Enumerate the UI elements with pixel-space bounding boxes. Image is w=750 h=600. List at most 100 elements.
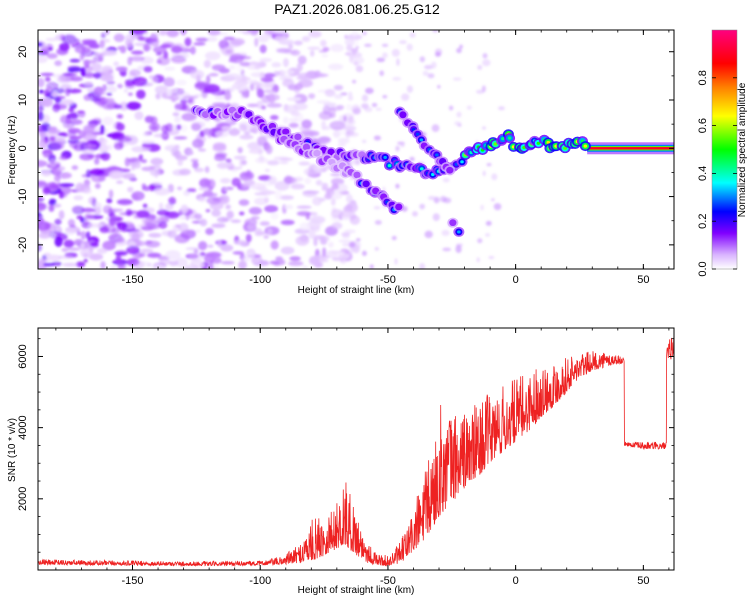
- noise-blob: [431, 61, 437, 69]
- ridge-core: [387, 163, 392, 168]
- noise-blob: [456, 47, 462, 54]
- noise-blob: [165, 250, 181, 260]
- noise-blob: [355, 158, 360, 166]
- noise-blob: [195, 229, 201, 233]
- snr-y-tick-label: 4000: [17, 415, 29, 439]
- noise-blob: [152, 264, 166, 269]
- noise-blob: [324, 126, 330, 130]
- noise-blob: [206, 196, 222, 205]
- noise-blob: [142, 131, 150, 137]
- noise-blob: [174, 116, 181, 123]
- noise-blob: [194, 167, 205, 173]
- noise-blob: [76, 215, 84, 220]
- ridge-core: [419, 167, 424, 171]
- noise-blob: [117, 83, 123, 89]
- noise-blob: [333, 84, 344, 91]
- ridge-blob: [446, 166, 454, 174]
- noise-blob: [476, 257, 480, 263]
- noise-blob: [108, 170, 124, 180]
- ridge-blob: [327, 148, 335, 156]
- noise-blob: [51, 91, 58, 98]
- noise-blob: [331, 183, 339, 190]
- noise-blob: [48, 198, 57, 206]
- snr-y-tick-label: 6000: [17, 344, 29, 368]
- noise-blob: [79, 142, 89, 152]
- spectrogram-ridges: [190, 105, 674, 237]
- noise-blob: [299, 222, 311, 231]
- noise-blob: [85, 231, 91, 240]
- noise-blob: [119, 45, 127, 54]
- noise-blob: [177, 186, 183, 191]
- noise-blob: [343, 208, 351, 212]
- noise-blob: [62, 262, 79, 267]
- noise-blob: [288, 261, 304, 267]
- noise-blob: [129, 69, 141, 77]
- noise-blob: [117, 137, 133, 142]
- noise-blob: [302, 190, 318, 198]
- colorbar-tick-label: 0.0: [697, 261, 709, 276]
- noise-blob: [96, 247, 108, 254]
- noise-blob: [38, 42, 44, 47]
- noise-blob: [116, 198, 133, 205]
- noise-blob: [180, 204, 189, 214]
- noise-blob: [79, 153, 94, 161]
- noise-blob: [141, 142, 156, 148]
- noise-blob: [217, 239, 222, 248]
- noise-blob: [268, 175, 277, 185]
- spectrogram-frame: [37, 29, 675, 270]
- ridge-core: [536, 141, 541, 145]
- noise-blob: [223, 36, 235, 41]
- noise-blob: [466, 105, 472, 110]
- noise-blob: [76, 230, 82, 236]
- noise-blob: [427, 195, 436, 201]
- noise-blob: [220, 261, 235, 265]
- noise-blob: [175, 124, 182, 131]
- noise-blob: [338, 239, 352, 243]
- noise-blob: [127, 186, 134, 193]
- noise-blob: [125, 38, 133, 48]
- noise-blob: [54, 236, 63, 247]
- noise-blob: [38, 55, 48, 64]
- noise-blob: [54, 227, 63, 232]
- snr-x-tick-label: -50: [380, 575, 396, 587]
- noise-blob: [82, 59, 97, 64]
- noise-blob: [142, 203, 148, 209]
- noise-blob: [111, 228, 121, 234]
- noise-blob: [411, 211, 418, 217]
- noise-blob: [230, 38, 245, 46]
- spectrogram-x-tick-label: 0: [513, 274, 519, 286]
- noise-blob: [321, 54, 329, 58]
- noise-blob: [270, 240, 279, 250]
- noise-blob: [198, 186, 210, 191]
- noise-blob: [235, 55, 252, 60]
- noise-blob: [38, 89, 44, 94]
- noise-blob: [69, 58, 81, 63]
- colorbar-label: Normalized spectral amplitude: [737, 82, 748, 217]
- noise-blob: [295, 176, 303, 180]
- noise-blob: [132, 240, 147, 247]
- noise-blob: [208, 72, 219, 77]
- spectrogram-y-tick-label: 20: [17, 46, 29, 58]
- noise-blob: [239, 61, 251, 67]
- noise-blob: [131, 146, 147, 153]
- noise-blob: [48, 159, 58, 168]
- noise-blob: [188, 253, 205, 261]
- noise-blob: [456, 111, 462, 118]
- noise-blob: [353, 61, 359, 67]
- noise-blob: [191, 123, 202, 131]
- noise-blob: [459, 44, 463, 49]
- noise-blob: [283, 116, 289, 124]
- noise-blob: [172, 124, 177, 133]
- noise-blob: [175, 257, 188, 268]
- noise-blob: [266, 206, 277, 211]
- noise-blob: [482, 126, 486, 130]
- noise-blob: [259, 57, 273, 63]
- noise-blob: [108, 189, 114, 199]
- noise-blob: [482, 53, 488, 59]
- noise-blob: [295, 235, 310, 246]
- noise-blob: [146, 252, 162, 258]
- noise-blob: [88, 120, 102, 125]
- noise-blob: [61, 247, 69, 253]
- noise-blob: [308, 255, 320, 266]
